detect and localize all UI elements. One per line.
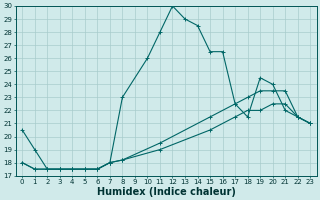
X-axis label: Humidex (Indice chaleur): Humidex (Indice chaleur) bbox=[97, 187, 236, 197]
